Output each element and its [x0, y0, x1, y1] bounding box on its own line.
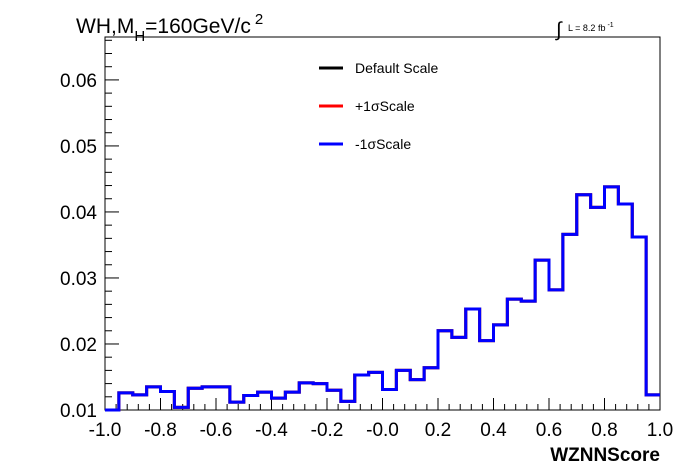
- x-tick-label: -0.6: [200, 420, 233, 441]
- legend-label: -1σScale: [355, 136, 411, 152]
- x-tick-label: -0.0: [366, 420, 399, 441]
- x-tick-label: 1.0: [647, 420, 673, 441]
- y-tick-label: 0.04: [60, 203, 97, 224]
- title-superscript: 2: [255, 11, 263, 28]
- legend: Default Scale +1σScale -1σScale: [319, 60, 438, 152]
- lumi-text: L = 8.2 fb: [568, 23, 605, 33]
- title-rest: =160GeV/c: [145, 15, 251, 38]
- title-main: WH,M: [76, 15, 134, 38]
- y-tick-label: 0.02: [60, 335, 97, 356]
- x-tick-label: 0.8: [591, 420, 617, 441]
- x-tick-label: 0.6: [536, 420, 562, 441]
- y-axis: 0.01 0.02 0.03 0.04 0.05 0.06: [60, 39, 119, 422]
- y-tick-label: 0.03: [60, 269, 97, 290]
- chart-title: WH,MH=160GeV/c 2: [76, 11, 263, 45]
- x-tick-label: -0.4: [255, 420, 288, 441]
- x-axis: -1.0 -0.8 -0.6 -0.4 -0.2 -0.0 0.2 0.4 0.6 0.8 1.0: [89, 398, 673, 441]
- y-tick-label: 0.05: [60, 137, 97, 158]
- x-tick-label: -1.0: [89, 420, 122, 441]
- x-tick-label: 0.4: [480, 420, 507, 441]
- lumi-label: L = 8.2 fb -1: [568, 22, 614, 33]
- integral-sign: ∫: [555, 19, 563, 41]
- x-tick-label: -0.2: [311, 420, 344, 441]
- x-tick-label: -0.8: [144, 420, 177, 441]
- x-axis-title: WZNNScore: [550, 445, 660, 466]
- y-tick-label: 0.06: [60, 71, 97, 92]
- x-tick-label: 0.2: [425, 420, 451, 441]
- y-tick-label: 0.01: [60, 401, 97, 422]
- histogram-series-2: [105, 185, 660, 412]
- lumi-superscript: -1: [607, 22, 613, 29]
- legend-label: Default Scale: [355, 60, 438, 76]
- legend-label: +1σScale: [355, 98, 415, 114]
- series-layer: [105, 185, 660, 412]
- title-subscript: H: [134, 28, 145, 45]
